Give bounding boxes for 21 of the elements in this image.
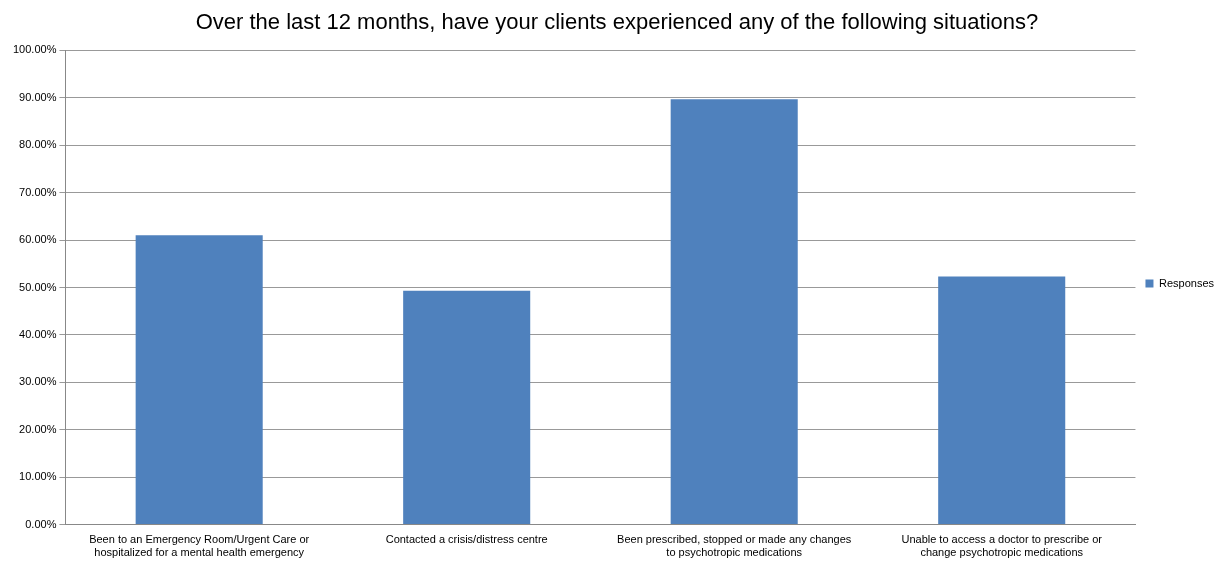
y-tick-label: 60.00% [19, 233, 57, 246]
bar [938, 276, 1066, 525]
x-tick-label: Been prescribed, stopped or made any changes to psychotropic medications [617, 533, 852, 559]
y-tick-label: 100.00% [12, 43, 57, 56]
bar [403, 290, 531, 525]
legend-label: Responses [1158, 276, 1215, 289]
y-tick-label: 10.00% [19, 470, 57, 483]
y-tick-label: 80.00% [19, 138, 57, 151]
bar [670, 99, 798, 525]
x-tick-label: Been to an Emergency Room/Urgent Care or hospitalized for a mental health emergency [89, 533, 310, 559]
y-tick-label: 30.00% [19, 375, 57, 388]
y-tick-label: 70.00% [19, 185, 57, 198]
x-tick-label: Unable to access a doctor to prescribe or change psychotropic medications [901, 533, 1103, 559]
bar [135, 235, 263, 525]
y-tick-label: 20.00% [19, 422, 57, 435]
y-tick-label: 50.00% [19, 280, 57, 293]
y-tick-label: 0.00% [25, 517, 57, 530]
chart-title: Over the last 12 months, have your clients experienced any of the following situations? [195, 9, 1039, 35]
y-tick-label: 90.00% [19, 90, 57, 103]
y-tick-label: 40.00% [19, 327, 57, 340]
x-tick-label: Contacted a crisis/distress centre [385, 533, 548, 546]
